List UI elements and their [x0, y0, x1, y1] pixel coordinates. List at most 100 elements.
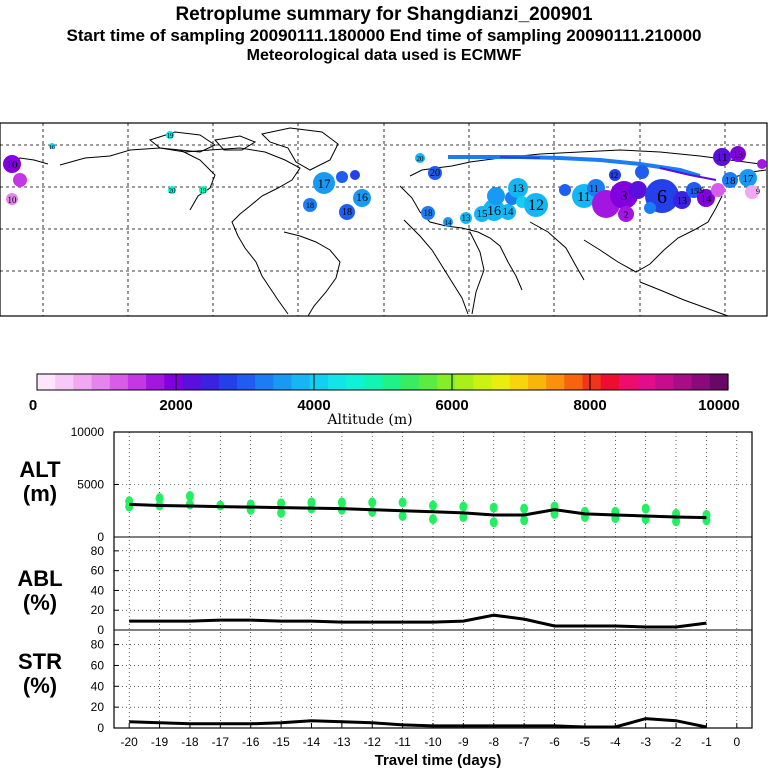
- sampling-times: Start time of sampling 20090111.180000 E…: [66, 26, 702, 45]
- colorbar-swatch: [273, 374, 293, 390]
- x-tick-label: 0: [733, 735, 740, 749]
- altitude-point: [368, 497, 377, 508]
- plume-circle: [421, 206, 435, 220]
- plume-circle: [199, 186, 207, 194]
- plume-label: 3: [621, 189, 628, 204]
- colorbar-swatch: [91, 374, 111, 390]
- plume-circle: [618, 206, 634, 222]
- x-tick-label: -2: [671, 735, 682, 749]
- plume-circle: [757, 159, 767, 169]
- plume-label: 16: [49, 145, 55, 151]
- x-tick-label: -4: [610, 735, 621, 749]
- colorbar-swatch: [146, 374, 165, 390]
- x-tick-label: -12: [364, 735, 382, 749]
- plume-label: 16: [487, 204, 501, 219]
- plume-circles: [3, 131, 767, 227]
- plume-circle: [339, 204, 355, 220]
- alt-mean-line: [129, 502, 707, 520]
- plume-label: 11: [577, 190, 590, 205]
- x-tick-label: -6: [549, 735, 560, 749]
- plume-circle: [722, 172, 738, 188]
- colorbar-swatch: [255, 374, 274, 390]
- x-tick-label: -11: [394, 735, 411, 749]
- x-tick-label: -19: [151, 735, 169, 749]
- plume-label: 15: [477, 208, 489, 220]
- plume-label: 20: [169, 187, 177, 195]
- colorbar-swatch: [382, 374, 402, 390]
- colorbar-swatch: [637, 374, 656, 390]
- plume-label: 13: [462, 213, 472, 223]
- plume-circle: [739, 169, 757, 187]
- plume-label: 14: [445, 219, 453, 227]
- colorbar-swatch: [218, 374, 238, 390]
- altitude-point: [155, 493, 164, 504]
- altitude-point: [398, 497, 407, 508]
- plume-label: 11: [716, 150, 728, 164]
- colorbar-swatch: [127, 374, 147, 390]
- plume-circle: [460, 212, 472, 224]
- colorbar-swatch: [691, 374, 711, 390]
- altitude-point: [185, 499, 194, 510]
- plume-label: 10: [7, 159, 19, 171]
- alt-label: ALT: [19, 457, 61, 482]
- x-tick-label: -16: [242, 735, 260, 749]
- colorbar: 0 2000 4000 6000 8000 10000 Altitude (m): [29, 373, 740, 428]
- plume-label: 19: [696, 186, 704, 195]
- colorbar-tick: 8000: [573, 397, 606, 414]
- y-tick-label: 10000: [71, 425, 105, 439]
- plume-label: 11: [589, 184, 599, 195]
- altitude-point: [459, 501, 468, 512]
- plume-circle: [6, 193, 18, 205]
- altitude-point: [489, 502, 498, 513]
- alt-unit: (m): [23, 481, 57, 506]
- colorbar-tick: 4000: [297, 397, 330, 414]
- y-tick-label: 80: [91, 544, 105, 558]
- plume-label: 20: [430, 168, 440, 179]
- plume-circle: [745, 185, 759, 199]
- y-tick-label: 0: [97, 623, 104, 637]
- altitude-point: [277, 507, 286, 518]
- altitude-point: [489, 517, 498, 528]
- plume-label: 18: [306, 201, 314, 210]
- plume-circle: [303, 198, 317, 212]
- plume-label: 13: [733, 150, 743, 161]
- chart-title: Retroplume summary for Shangdianzi_20090…: [175, 4, 593, 25]
- trajectory-lines: [448, 155, 717, 181]
- x-tick-label: -5: [580, 735, 591, 749]
- plume-circle: [629, 181, 647, 199]
- colorbar-swatch: [327, 374, 347, 390]
- altitude-point: [429, 514, 437, 525]
- colorbar-tick: 6000: [435, 397, 468, 414]
- plume-label: 14: [503, 206, 515, 218]
- plume-label: 12: [610, 171, 618, 180]
- plume-label: 15: [690, 187, 698, 196]
- altitude-point: [337, 497, 346, 508]
- plume-circle: [483, 199, 505, 221]
- plume-label: 20: [417, 155, 425, 163]
- x-axis-label: Travel time (days): [375, 752, 502, 768]
- colorbar-swatch: [582, 374, 602, 390]
- y-tick-label: 40: [91, 583, 105, 597]
- colorbar-swatch: [455, 374, 475, 390]
- colorbar-label: Altitude (m): [326, 412, 412, 428]
- colorbar-swatch: [473, 374, 493, 390]
- colorbar-swatch: [309, 374, 329, 390]
- x-tick-label: -3: [640, 735, 651, 749]
- plume-circle: [711, 183, 725, 197]
- plume-circle: [635, 165, 649, 179]
- colorbar-swatch: [182, 374, 202, 390]
- y-tick-label: 0: [97, 530, 104, 544]
- x-tick-label: -10: [424, 735, 442, 749]
- colorbar-swatch: [437, 374, 456, 390]
- plume-label: 14: [701, 193, 713, 205]
- plume-circle: [3, 155, 21, 173]
- plume-label: 16: [356, 190, 368, 204]
- x-tick-label: -8: [488, 735, 499, 749]
- colorbar-swatch: [600, 374, 620, 390]
- str-label: STR: [18, 649, 62, 674]
- colorbar-swatch: [237, 374, 256, 390]
- plume-circle: [524, 193, 548, 217]
- colorbar-swatch: [709, 374, 729, 390]
- plume-circle: [609, 169, 621, 181]
